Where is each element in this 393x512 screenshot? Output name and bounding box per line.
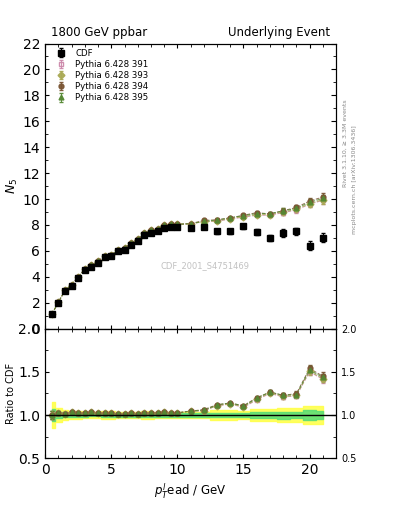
Text: Rivet 3.1.10, ≥ 3.3M events: Rivet 3.1.10, ≥ 3.3M events [343, 99, 348, 187]
Text: mcplots.cern.ch [arXiv:1306.3436]: mcplots.cern.ch [arXiv:1306.3436] [352, 125, 357, 233]
Text: 1800 GeV ppbar: 1800 GeV ppbar [51, 26, 147, 39]
Legend: CDF, Pythia 6.428 391, Pythia 6.428 393, Pythia 6.428 394, Pythia 6.428 395: CDF, Pythia 6.428 391, Pythia 6.428 393,… [49, 47, 150, 104]
X-axis label: $p_T^l$ead / GeV: $p_T^l$ead / GeV [154, 481, 227, 501]
Text: Underlying Event: Underlying Event [228, 26, 330, 39]
Y-axis label: $N_5$: $N_5$ [5, 178, 20, 194]
Text: CDF_2001_S4751469: CDF_2001_S4751469 [161, 262, 250, 270]
Y-axis label: Ratio to CDF: Ratio to CDF [6, 363, 16, 424]
